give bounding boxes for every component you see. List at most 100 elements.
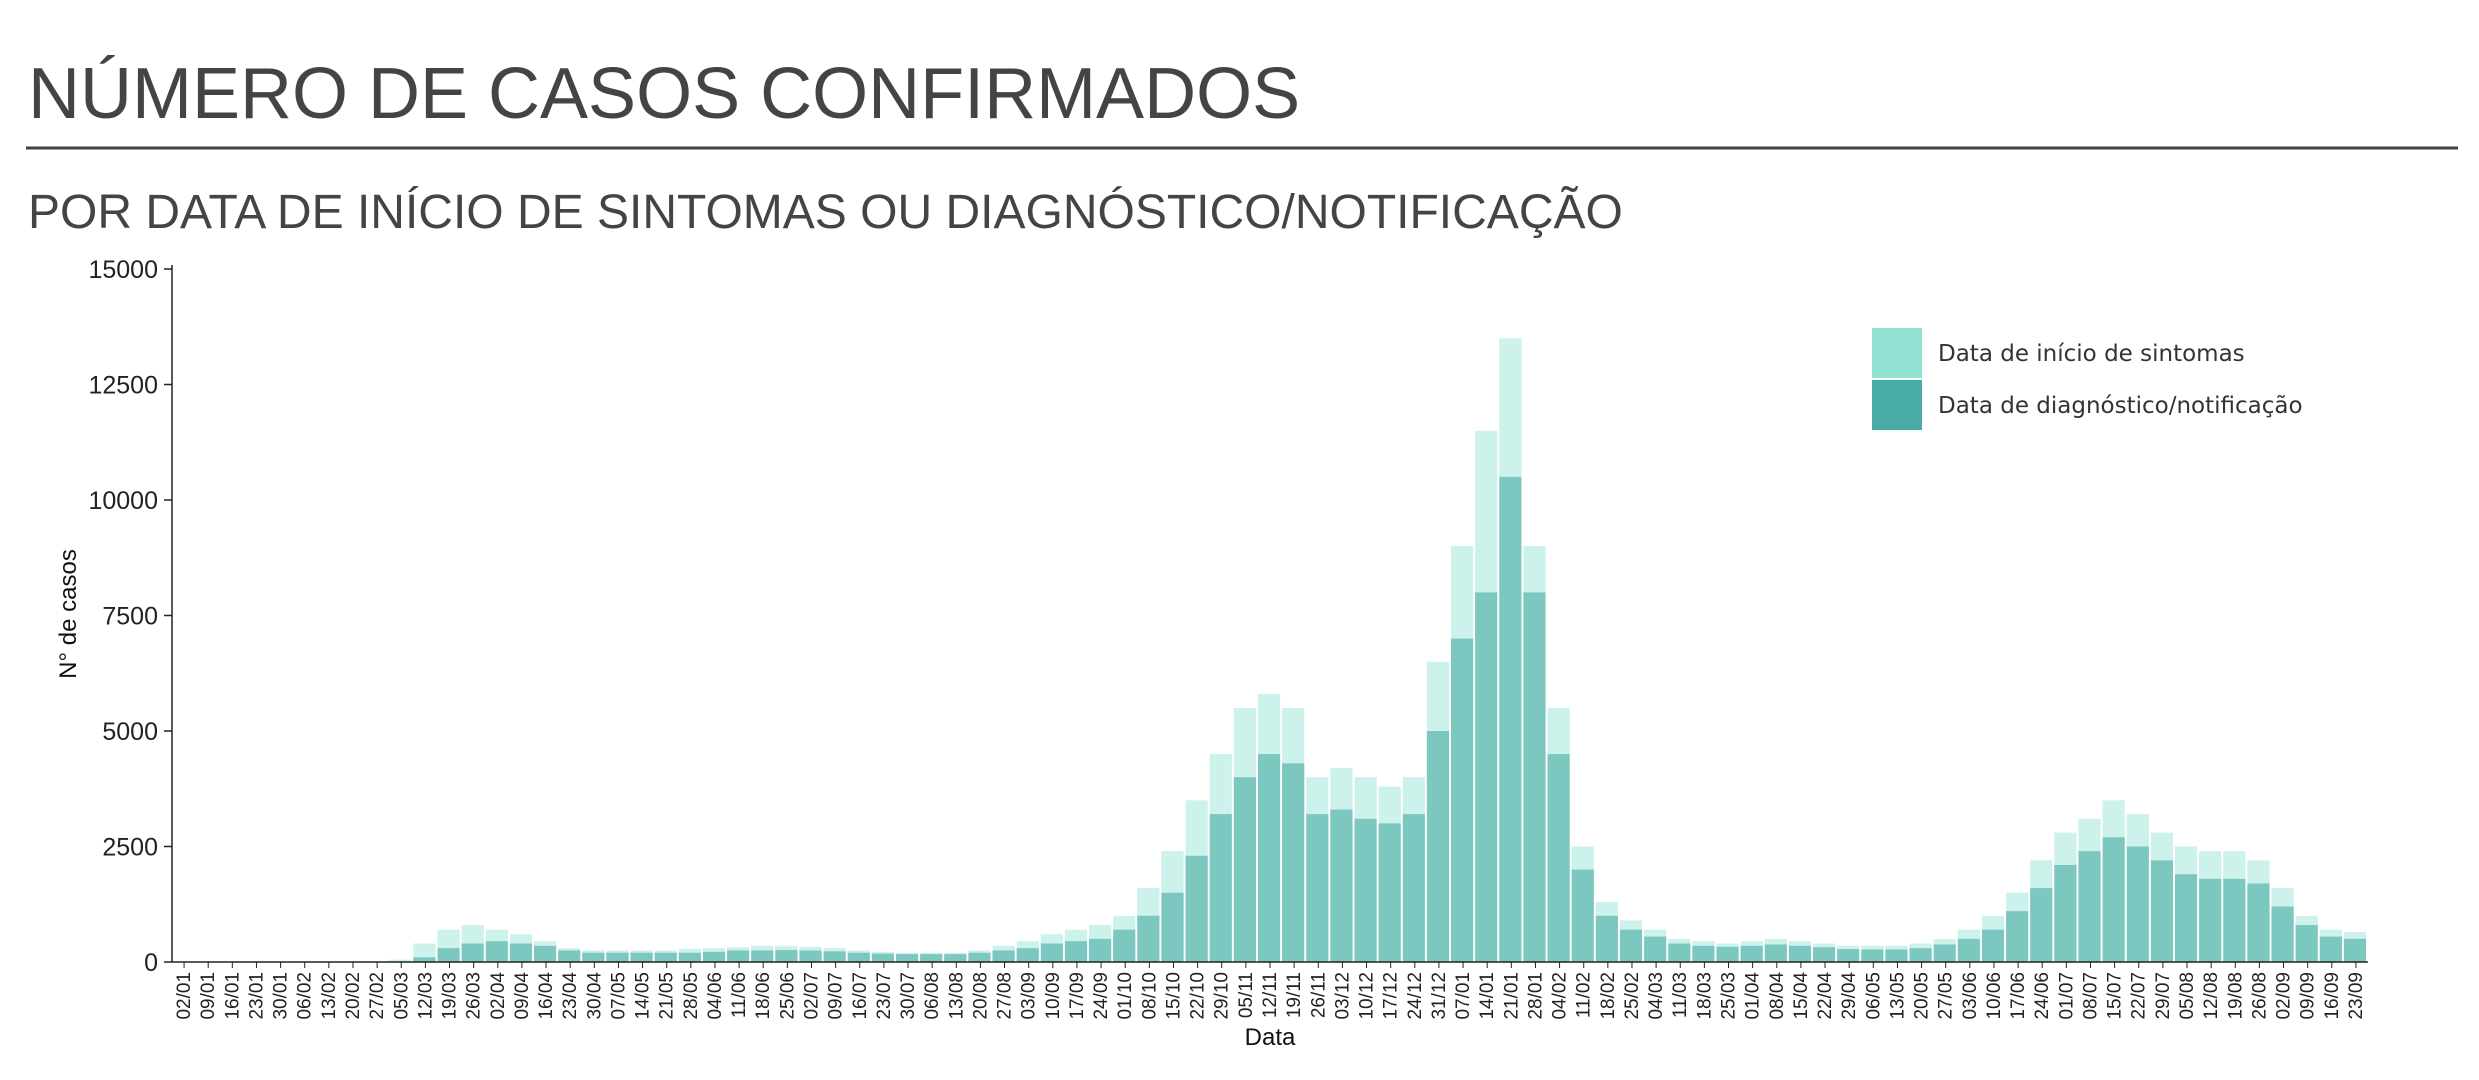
bar (847, 952, 870, 962)
x-tick-label: 22/10 (1188, 972, 1209, 1020)
bar (823, 951, 846, 962)
bar (1644, 936, 1667, 962)
x-tick-label: 22/04 (1815, 972, 1836, 1020)
x-tick-label: 08/07 (2080, 972, 2101, 1020)
x-tick-label: 20/08 (970, 972, 991, 1020)
x-tick-label: 30/04 (584, 972, 605, 1020)
y-tick-label: 2500 (102, 834, 158, 862)
bar (871, 953, 895, 962)
x-tick-label: 10/12 (1357, 972, 1378, 1020)
bar (1475, 592, 1498, 962)
x-tick-label: 10/06 (1984, 972, 2005, 1020)
legend-label: Data de diagnóstico/notificação (1938, 393, 2303, 419)
x-tick-label: 29/04 (1839, 972, 1860, 1020)
legend-swatch (1872, 380, 1922, 430)
x-tick-label: 25/03 (1719, 972, 1740, 1020)
bar (1668, 943, 1691, 962)
x-tick-label: 02/01 (174, 972, 195, 1020)
bar (2054, 864, 2077, 962)
x-tick-label: 21/05 (657, 972, 678, 1020)
x-tick-label: 07/05 (608, 972, 629, 1020)
x-tick-label: 27/02 (367, 972, 388, 1020)
bar (1306, 814, 1329, 962)
bar (1450, 638, 1474, 962)
bar (1499, 476, 1522, 962)
bar (606, 952, 629, 962)
bar (2343, 938, 2367, 962)
x-tick-label: 23/04 (560, 972, 581, 1020)
bar (1885, 949, 1908, 962)
x-tick-label: 12/08 (2201, 972, 2222, 1020)
bar (1981, 929, 2005, 962)
x-tick-label: 02/07 (801, 972, 822, 1020)
bar (968, 952, 991, 962)
y-tick-label: 0 (144, 949, 158, 977)
x-tick-label: 12/03 (415, 972, 436, 1020)
x-tick-label: 02/09 (2274, 972, 2295, 1020)
x-tick-label: 23/09 (2346, 972, 2367, 1020)
bar (389, 959, 412, 962)
x-tick-label: 26/08 (2249, 972, 2270, 1020)
x-tick-label: 27/08 (995, 972, 1016, 1020)
x-tick-label: 15/07 (2105, 972, 2126, 1020)
bar (1933, 944, 1956, 962)
x-tick-label: 11/03 (1670, 972, 1691, 1018)
y-tick-label: 12500 (88, 372, 158, 400)
x-tick-label: 01/10 (1115, 972, 1136, 1020)
bar (920, 954, 943, 962)
x-tick-label: 29/07 (2153, 972, 2174, 1020)
x-tick-label: 27/05 (1936, 972, 1957, 1020)
x-tick-label: 09/01 (198, 972, 219, 1020)
x-tick-label: 02/04 (488, 972, 509, 1020)
x-tick-label: 23/07 (874, 972, 895, 1020)
bar (2030, 888, 2053, 962)
bar (2295, 925, 2318, 962)
x-tick-label: 28/01 (1525, 972, 1546, 1020)
x-tick-label: 26/11 (1308, 972, 1329, 1018)
x-tick-label: 09/04 (512, 972, 533, 1020)
y-axis-title: N° de casos (55, 549, 82, 679)
x-tick-label: 06/02 (295, 972, 316, 1020)
bar (485, 941, 508, 962)
x-tick-label: 19/03 (440, 972, 461, 1020)
bar (582, 952, 605, 962)
y-tick-label: 7500 (102, 603, 158, 631)
bar (678, 952, 701, 962)
x-tick-label: 18/03 (1694, 972, 1715, 1020)
bar (1185, 855, 1208, 962)
bar (413, 957, 436, 962)
x-axis-title: Data (1245, 1024, 1296, 1051)
bar (437, 948, 460, 962)
x-tick-label: 29/10 (1212, 972, 1233, 1020)
x-tick-label: 03/06 (1960, 972, 1981, 1020)
bar (2223, 878, 2246, 962)
bar (1354, 818, 1377, 962)
bar (1595, 915, 1618, 962)
x-tick-label: 05/08 (2177, 972, 2198, 1020)
x-tick-label: 03/12 (1332, 972, 1353, 1020)
x-tick-label: 13/05 (1887, 972, 1908, 1020)
x-tick-label: 17/12 (1381, 972, 1402, 1020)
bar (1837, 949, 1860, 962)
bar (2126, 846, 2149, 962)
x-tick-label: 23/01 (246, 972, 267, 1020)
bar (1064, 941, 1088, 962)
bar (630, 952, 653, 962)
bar (1716, 946, 1739, 962)
x-tick-label: 08/04 (1767, 972, 1788, 1020)
bar (1740, 945, 1763, 962)
bar (1571, 869, 1594, 962)
x-tick-label: 25/02 (1622, 972, 1643, 1020)
bar (2271, 906, 2294, 962)
x-tick-label: 11/06 (729, 972, 750, 1018)
x-tick-label: 06/05 (1863, 972, 1884, 1020)
bar (2247, 883, 2270, 962)
bar (799, 950, 822, 962)
bar (1788, 945, 1812, 962)
bar (2078, 851, 2101, 962)
x-tick-label: 04/06 (705, 972, 726, 1020)
bar (1282, 763, 1305, 962)
bar (1040, 943, 1063, 962)
chart-subtitle: POR DATA DE INÍCIO DE SINTOMAS OU DIAGNÓ… (28, 185, 1623, 239)
